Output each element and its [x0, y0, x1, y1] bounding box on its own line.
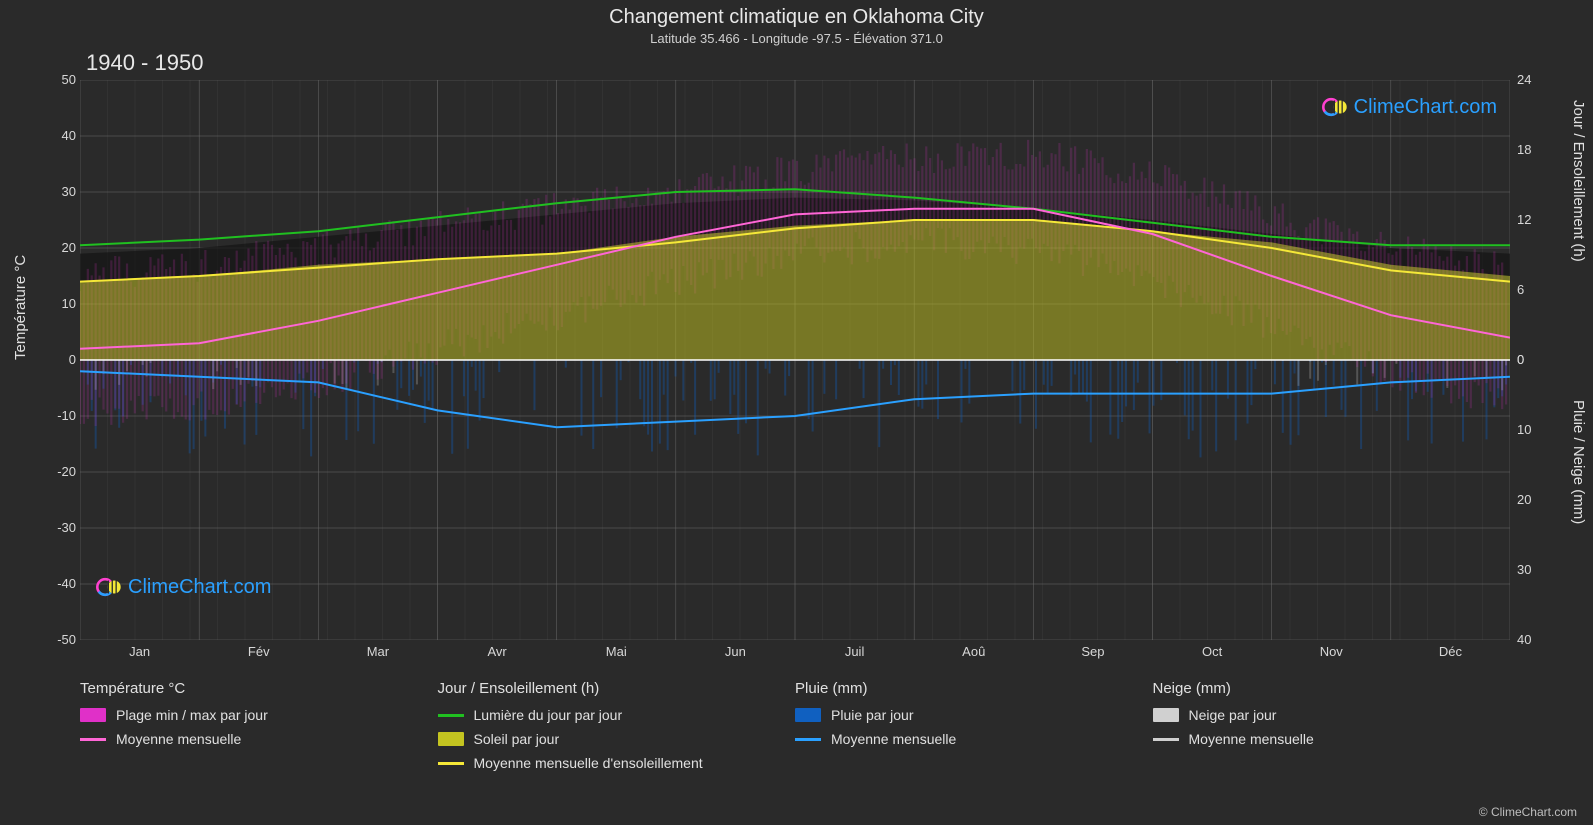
right-tick-hours: 24 [1517, 72, 1547, 87]
legend-column: Jour / Ensoleillement (h) Lumière du jour… [438, 680, 796, 779]
legend-swatch [438, 714, 464, 717]
month-tick: Fév [248, 644, 270, 659]
legend-title: Température °C [80, 680, 438, 697]
brand-icon [96, 574, 122, 600]
right-tick-mm: 40 [1517, 632, 1547, 647]
legend-swatch [438, 732, 464, 746]
plot-area [80, 80, 1510, 640]
legend-item: Moyenne mensuelle [80, 731, 438, 747]
decade-label: 1940 - 1950 [86, 50, 203, 76]
month-tick: Nov [1320, 644, 1343, 659]
month-tick: Mar [367, 644, 389, 659]
brand-icon [1322, 94, 1348, 120]
left-tick: 20 [46, 240, 76, 255]
right-tick-mm: 0 [1517, 352, 1547, 367]
month-tick: Jun [725, 644, 746, 659]
legend-swatch [80, 738, 106, 741]
month-tick: Déc [1439, 644, 1462, 659]
legend-label: Moyenne mensuelle [831, 731, 956, 747]
legend-column: Neige (mm) Neige par jour Moyenne mensuell… [1153, 680, 1511, 779]
left-tick: 0 [46, 352, 76, 367]
legend-title: Pluie (mm) [795, 680, 1153, 697]
chart-title: Changement climatique en Oklahoma City [0, 0, 1593, 29]
legend-column: Température °C Plage min / max par jour Mo… [80, 680, 438, 779]
legend-item: Lumière du jour par jour [438, 707, 796, 723]
legend-title: Jour / Ensoleillement (h) [438, 680, 796, 697]
legend-label: Plage min / max par jour [116, 707, 268, 723]
right-tick-mm: 20 [1517, 492, 1547, 507]
legend-item: Neige par jour [1153, 707, 1511, 723]
legend-swatch [1153, 738, 1179, 741]
brand-logo-bottom: ClimeChart.com [96, 574, 271, 600]
left-tick: -10 [46, 408, 76, 423]
left-tick: 50 [46, 72, 76, 87]
legend-label: Moyenne mensuelle [1189, 731, 1314, 747]
legend-column: Pluie (mm) Pluie par jour Moyenne mensuell… [795, 680, 1153, 779]
right-tick-hours: 6 [1517, 282, 1547, 297]
chart-container: Changement climatique en Oklahoma City L… [0, 0, 1593, 825]
legend-label: Soleil par jour [474, 731, 560, 747]
left-tick: 10 [46, 296, 76, 311]
legend-item: Pluie par jour [795, 707, 1153, 723]
legend-label: Neige par jour [1189, 707, 1277, 723]
brand-text: ClimeChart.com [1354, 96, 1497, 119]
legend-item: Plage min / max par jour [80, 707, 438, 723]
left-tick: -20 [46, 464, 76, 479]
month-tick: Mai [606, 644, 627, 659]
month-tick: Avr [487, 644, 506, 659]
y-axis-right-top-label: Jour / Ensoleillement (h) [1570, 100, 1587, 262]
month-tick: Sep [1081, 644, 1104, 659]
legend-swatch [1153, 708, 1179, 722]
legend-swatch [438, 762, 464, 765]
y-axis-right-bottom-label: Pluie / Neige (mm) [1570, 400, 1587, 524]
legend-swatch [80, 708, 106, 722]
legend: Température °C Plage min / max par jour Mo… [80, 680, 1510, 779]
brand-text: ClimeChart.com [128, 576, 271, 599]
left-tick: -50 [46, 632, 76, 647]
chart-subtitle: Latitude 35.466 - Longitude -97.5 - Élév… [0, 31, 1593, 46]
brand-logo-top: ClimeChart.com [1322, 94, 1497, 120]
right-tick-mm: 30 [1517, 562, 1547, 577]
legend-item: Moyenne mensuelle [795, 731, 1153, 747]
month-tick: Juil [845, 644, 865, 659]
left-tick: 30 [46, 184, 76, 199]
right-tick-mm: 10 [1517, 422, 1547, 437]
legend-label: Lumière du jour par jour [474, 707, 623, 723]
legend-item: Moyenne mensuelle [1153, 731, 1511, 747]
legend-title: Neige (mm) [1153, 680, 1511, 697]
legend-item: Soleil par jour [438, 731, 796, 747]
y-axis-left-label: Température °C [12, 255, 29, 360]
legend-swatch [795, 708, 821, 722]
month-tick: Aoû [962, 644, 985, 659]
legend-label: Moyenne mensuelle [116, 731, 241, 747]
legend-label: Pluie par jour [831, 707, 914, 723]
left-tick: -40 [46, 576, 76, 591]
copyright: © ClimeChart.com [1479, 805, 1577, 819]
left-tick: 40 [46, 128, 76, 143]
month-tick: Oct [1202, 644, 1222, 659]
right-tick-hours: 18 [1517, 142, 1547, 157]
right-tick-hours: 12 [1517, 212, 1547, 227]
left-tick: -30 [46, 520, 76, 535]
legend-swatch [795, 738, 821, 741]
month-tick: Jan [129, 644, 150, 659]
legend-item: Moyenne mensuelle d'ensoleillement [438, 755, 796, 771]
legend-label: Moyenne mensuelle d'ensoleillement [474, 755, 703, 771]
